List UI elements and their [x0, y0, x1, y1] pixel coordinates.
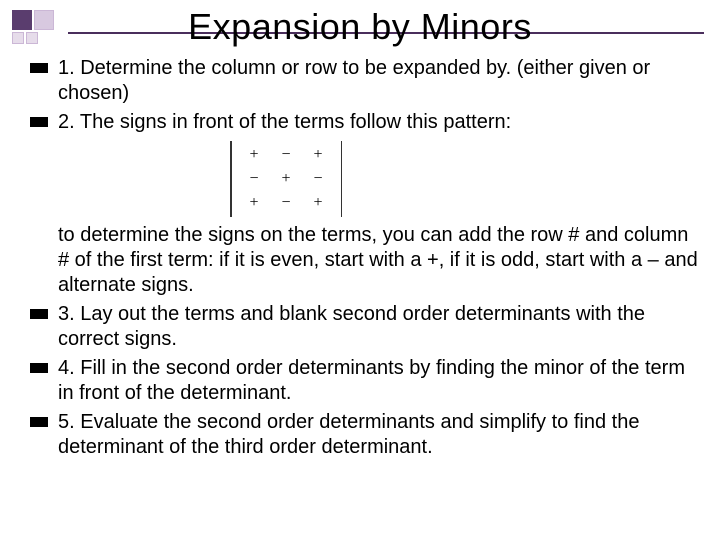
list-item: 5. Evaluate the second order determinant… [30, 410, 700, 460]
slide: Expansion by Minors 1. Determine the col… [0, 0, 720, 540]
matrix-cell: − [312, 167, 324, 191]
list-item: 3. Lay out the terms and blank second or… [30, 302, 700, 352]
sign-pattern-matrix: + − + − + − + − + [230, 141, 700, 217]
list-item-text: 4. Fill in the second order determinants… [58, 356, 700, 406]
list-item-continuation: to determine the signs on the terms, you… [58, 223, 700, 298]
matrix-cell: − [280, 191, 292, 215]
bullet-icon [30, 117, 48, 127]
list-item: 2. The signs in front of the terms follo… [30, 110, 700, 135]
matrix-body: + − + − + − + − + [238, 141, 334, 217]
matrix-cell: + [248, 191, 260, 215]
matrix-row: − + − [248, 167, 324, 191]
bullet-icon [30, 417, 48, 427]
list-item: 4. Fill in the second order determinants… [30, 356, 700, 406]
bullet-icon [30, 309, 48, 319]
list-item-text: 1. Determine the column or row to be exp… [58, 56, 700, 106]
slide-body: 1. Determine the column or row to be exp… [30, 56, 700, 464]
bullet-icon [30, 63, 48, 73]
matrix-cell: − [280, 143, 292, 167]
list-item-text: 2. The signs in front of the terms follo… [58, 110, 511, 135]
left-bracket-icon [230, 141, 238, 217]
list-item: 1. Determine the column or row to be exp… [30, 56, 700, 106]
bullet-icon [30, 363, 48, 373]
list-item-text: 5. Evaluate the second order determinant… [58, 410, 700, 460]
matrix-row: + − + [248, 191, 324, 215]
right-bracket-icon [334, 141, 342, 217]
matrix-cell: − [248, 167, 260, 191]
list-item-text: 3. Lay out the terms and blank second or… [58, 302, 700, 352]
matrix-cell: + [312, 191, 324, 215]
slide-title: Expansion by Minors [0, 6, 720, 48]
matrix-row: + − + [248, 143, 324, 167]
matrix-cell: + [312, 143, 324, 167]
matrix-cell: + [280, 167, 292, 191]
matrix-cell: + [248, 143, 260, 167]
